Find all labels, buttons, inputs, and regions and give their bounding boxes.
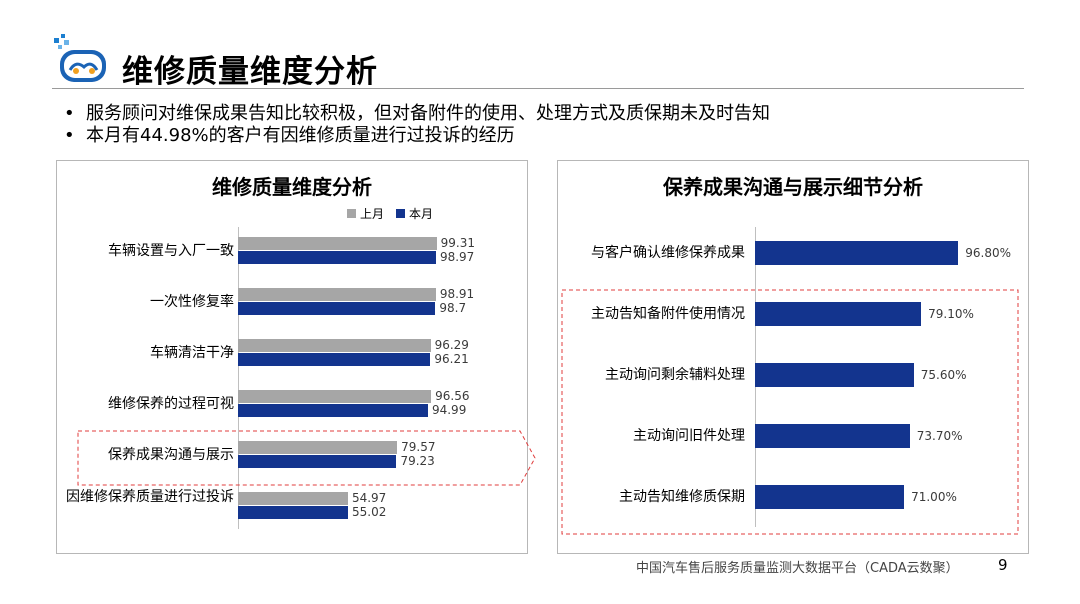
bar-value (755, 424, 910, 448)
page-number: 9 (998, 556, 1008, 574)
right-chart-title: 保养成果沟通与展示细节分析 (663, 175, 923, 199)
bar-this-month (238, 404, 428, 417)
value-label: 73.70% (916, 429, 963, 443)
value-label-this-month: 98.7 (439, 301, 467, 315)
summary-bullets: 服务顾问对维保成果告知比较积极，但对备附件的使用、处理方式及质保期未及时告知 本… (64, 103, 770, 147)
value-label-this-month: 79.23 (400, 454, 435, 468)
bar-this-month (238, 251, 436, 264)
legend-label-last-month: 上月 (360, 207, 385, 221)
category-label: 主动询问剩余辅料处理 (605, 367, 745, 383)
category-label: 主动告知维修质保期 (619, 489, 745, 505)
legend-item-this-month: 本月 (396, 205, 433, 222)
category-label: 因维修保养质量进行过投诉 (66, 489, 234, 505)
footer-source: 中国汽车售后服务质量监测大数据平台（CADA云数聚） (636, 561, 959, 576)
value-label: 75.60% (920, 368, 967, 382)
left-chart-title: 维修质量维度分析 (212, 175, 372, 199)
value-label: 71.00% (911, 490, 957, 504)
bar-value (755, 485, 905, 509)
bar-last-month (238, 339, 431, 352)
quality-dimension-panel: 维修质量维度分析 上月 本月 车辆设置与入厂一致 99.31 98.97 一次性修复率… (56, 160, 528, 554)
value-label-this-month: 98.97 (439, 250, 475, 264)
bar-last-month (238, 390, 432, 403)
bar-this-month (238, 506, 349, 519)
value-label-last-month: 54.97 (351, 491, 387, 505)
legend-item-last-month: 上月 (347, 205, 384, 222)
bar-this-month (238, 353, 431, 366)
value-label-this-month: 94.99 (431, 403, 467, 417)
value-label-last-month: 99.31 (440, 236, 475, 250)
cada-logo-icon (54, 34, 106, 82)
value-label-last-month: 96.29 (434, 338, 469, 352)
legend-swatch-this-month (396, 209, 406, 218)
bar-last-month (238, 237, 437, 250)
category-label: 维修保养的过程可视 (108, 396, 234, 412)
value-label-last-month: 98.91 (439, 287, 475, 301)
maintenance-communication-panel: 保养成果沟通与展示细节分析 与客户确认维修保养成果 96.80% 主动告知备附件使用… (557, 160, 1029, 554)
category-label: 与客户确认维修保养成果 (591, 245, 745, 261)
category-label: 主动告知备附件使用情况 (591, 306, 745, 322)
bullet-item: 服务顾问对维保成果告知比较积极，但对备附件的使用、处理方式及质保期未及时告知 (64, 103, 770, 125)
category-label: 主动询问旧件处理 (633, 428, 745, 444)
bar-last-month (238, 288, 436, 301)
bar-value (755, 302, 922, 326)
value-label-this-month: 55.02 (352, 505, 387, 519)
value-label-last-month: 96.56 (435, 389, 470, 403)
value-label: 79.10% (928, 307, 974, 321)
bar-this-month (238, 455, 397, 468)
value-label-this-month: 96.21 (434, 352, 469, 366)
category-label: 保养成果沟通与展示 (108, 447, 234, 463)
bar-this-month (238, 302, 436, 315)
bar-last-month (238, 492, 348, 505)
category-label: 车辆设置与入厂一致 (108, 243, 234, 259)
title-divider (52, 88, 1024, 89)
bullet-item: 本月有44.98%的客户有因维修质量进行过投诉的经历 (64, 125, 770, 147)
value-label: 96.80% (965, 246, 1012, 260)
bar-value (755, 241, 959, 265)
left-chart-legend: 上月 本月 (347, 205, 433, 222)
legend-swatch-last-month (347, 209, 356, 218)
category-label: 一次性修复率 (150, 294, 234, 310)
bar-last-month (238, 441, 398, 454)
page-title: 维修质量维度分析 (122, 54, 378, 90)
category-label: 车辆清洁干净 (150, 345, 234, 361)
value-label-last-month: 79.57 (401, 440, 436, 454)
bar-value (755, 363, 914, 387)
left-chart-axis (238, 227, 239, 529)
legend-label-this-month: 本月 (409, 207, 434, 221)
